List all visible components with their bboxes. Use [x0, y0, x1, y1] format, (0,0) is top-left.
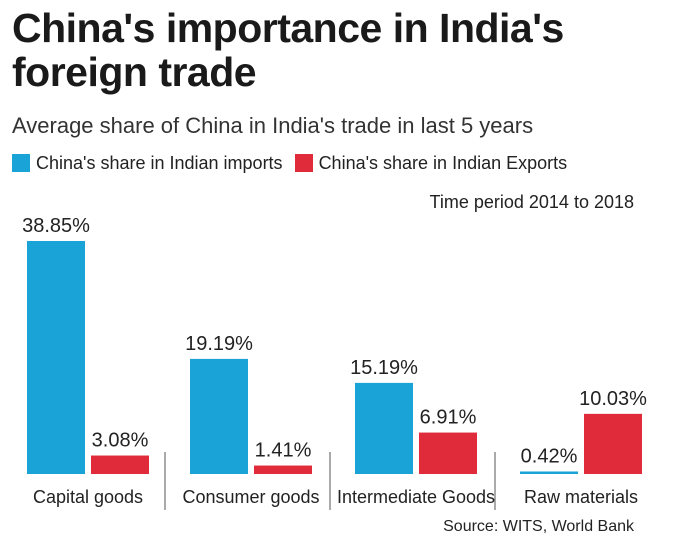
bar-exports-consumer-goods	[254, 465, 312, 474]
bar-imports-consumer-goods	[190, 358, 248, 474]
bar-exports-intermediate-goods	[419, 432, 477, 474]
chart-title: China's importance in India's foreign tr…	[12, 5, 564, 95]
bar-imports-raw-materials	[520, 471, 578, 474]
legend-label-imports: China's share in Indian imports	[36, 152, 283, 173]
category-label-consumer-goods: Consumer goods	[182, 487, 319, 507]
legend-swatch-imports	[12, 154, 30, 172]
category-label-intermediate-goods: Intermediate Goods	[337, 487, 495, 507]
value-label-exports-capital-goods: 3.08%	[92, 430, 149, 452]
bar-imports-capital-goods	[27, 241, 85, 474]
value-label-imports-raw-materials: 0.42%	[521, 445, 578, 467]
legend-item-exports: China's share in Indian Exports	[294, 152, 568, 174]
value-label-exports-consumer-goods: 1.41%	[255, 440, 312, 462]
value-label-exports-raw-materials: 10.03%	[579, 388, 647, 410]
chart-subtitle: Average share of China in India's trade …	[12, 113, 534, 138]
legend-label-exports: China's share in Indian Exports	[318, 152, 568, 173]
bar-exports-raw-materials	[584, 413, 642, 474]
value-label-imports-consumer-goods: 19.19%	[185, 333, 253, 355]
legend-item-imports: China's share in Indian imports	[12, 153, 283, 174]
category-label-raw-materials: Raw materials	[524, 487, 638, 507]
time-period-note: Time period 2014 to 2018	[429, 192, 634, 212]
legend-swatch-exports	[294, 154, 313, 172]
value-label-exports-intermediate-goods: 6.91%	[420, 407, 477, 429]
bar-imports-intermediate-goods	[355, 382, 413, 474]
category-label-capital-goods: Capital goods	[33, 487, 143, 507]
value-label-imports-capital-goods: 38.85%	[22, 215, 90, 237]
bar-exports-capital-goods	[91, 455, 149, 474]
value-label-imports-intermediate-goods: 15.19%	[350, 357, 418, 379]
legend: China's share in Indian imports China's …	[12, 150, 579, 176]
source-note: Source: WITS, World Bank	[443, 518, 634, 535]
